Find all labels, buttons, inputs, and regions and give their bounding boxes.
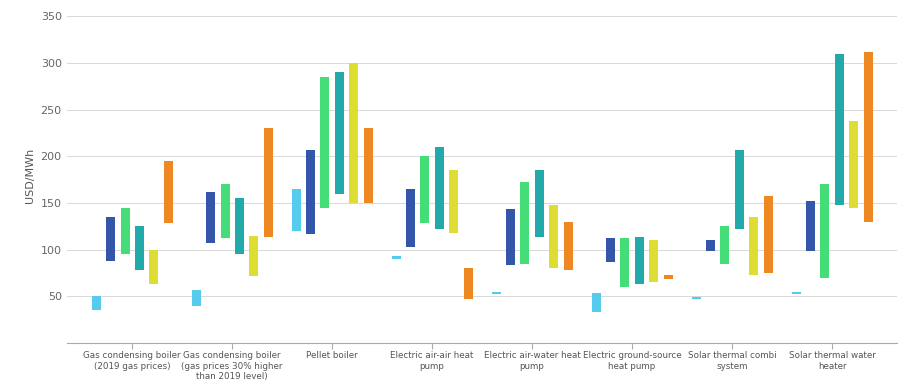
Bar [833,54,842,205]
Bar [663,275,672,279]
Bar [163,161,172,223]
Bar [206,192,215,243]
Bar [634,237,643,284]
Bar [819,184,828,277]
Bar [405,189,414,247]
Bar [363,128,372,203]
Bar [605,238,614,262]
Bar [648,240,657,282]
Bar [434,147,443,229]
Bar [420,156,429,223]
Bar [848,121,857,208]
Bar [334,72,343,194]
Bar [349,63,358,203]
Y-axis label: USD/MWh: USD/MWh [25,147,35,203]
Bar [619,238,628,287]
Bar [691,297,700,299]
Bar [720,226,729,263]
Bar [734,150,743,229]
Bar [264,128,273,237]
Bar [220,184,229,238]
Bar [391,256,400,259]
Bar [249,236,258,276]
Bar [520,182,529,263]
Bar [591,293,600,312]
Bar [705,240,714,251]
Bar [120,208,129,254]
Bar [449,170,458,233]
Bar [91,296,100,310]
Bar [563,222,572,270]
Bar [506,210,515,265]
Bar [321,77,329,208]
Bar [763,196,772,273]
Bar [862,52,871,222]
Bar [149,249,158,284]
Bar [292,189,301,231]
Bar [135,226,144,270]
Bar [306,150,315,234]
Bar [463,268,472,299]
Bar [805,201,815,251]
Bar [491,292,500,294]
Bar [535,170,544,237]
Bar [235,198,244,254]
Bar [106,217,115,261]
Bar [549,205,558,268]
Bar [749,217,758,275]
Bar [791,292,800,294]
Bar [191,290,200,306]
